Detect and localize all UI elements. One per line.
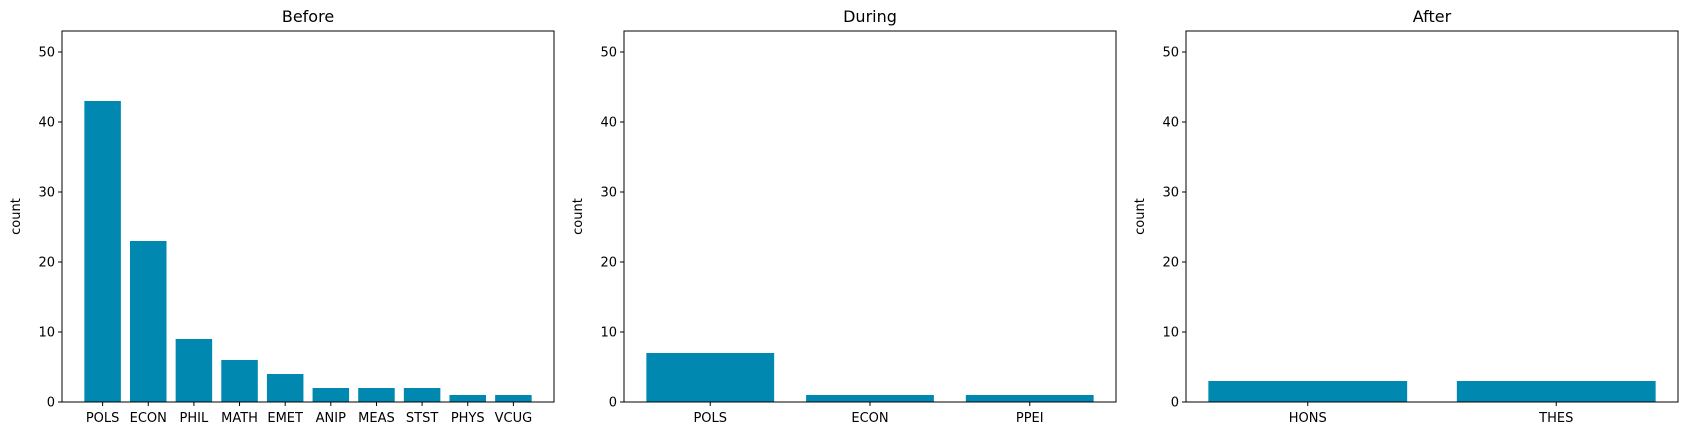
y-axis-label: count — [1133, 198, 1148, 235]
x-tick-label-pols: POLS — [86, 411, 120, 426]
bar-pols — [84, 101, 121, 402]
x-tick-label-phil: PHIL — [180, 411, 209, 426]
y-tick-label: 40 — [1162, 116, 1179, 131]
y-tick-label: 0 — [47, 396, 55, 411]
x-tick-label-anip: ANIP — [316, 411, 346, 426]
x-tick-label-pols: POLS — [693, 411, 727, 426]
y-axis-label: count — [9, 198, 24, 235]
bar-math — [221, 360, 258, 402]
y-tick-label: 40 — [38, 116, 55, 131]
bar-thes — [1456, 381, 1656, 402]
y-tick-label: 20 — [38, 256, 55, 271]
bar-ppei — [965, 395, 1094, 402]
chart-panel-during: 0 10 20 30 40 50 POLS ECON PPEI During count — [571, 7, 1117, 426]
axes-frame — [1185, 30, 1679, 403]
y-tick-label: 10 — [38, 326, 55, 341]
x-tick-label-phys: PHYS — [451, 411, 485, 426]
bar-meas — [358, 388, 395, 402]
chart-panel-after: 0 10 20 30 40 50 HONS THES After count — [1133, 7, 1679, 426]
bar-econ — [806, 395, 934, 402]
y-tick-label: 30 — [600, 186, 617, 201]
x-tick-label-meas: MEAS — [358, 411, 395, 426]
x-tick-label-econ: ECON — [851, 411, 888, 426]
x-tick-label-math: MATH — [221, 411, 258, 426]
bar-phil — [175, 339, 213, 402]
bar-anip — [312, 388, 350, 402]
y-tick-label: 30 — [1162, 186, 1179, 201]
y-tick-label: 20 — [600, 256, 617, 271]
y-tick-label: 50 — [600, 46, 617, 61]
y-tick-label: 0 — [1171, 396, 1179, 411]
y-tick-label: 50 — [1162, 46, 1179, 61]
y-axis-label: count — [571, 198, 586, 235]
y-tick-label: 10 — [600, 326, 617, 341]
x-tick-label-stst: STST — [406, 411, 438, 426]
chart-title: After — [1413, 7, 1452, 26]
x-tick-label-hons: HONS — [1289, 411, 1327, 426]
chart-panel-before: 0 10 20 30 40 50 POLS ECON PHIL MATH EMET ANIP MEAS S… — [9, 7, 555, 426]
bar-emet — [266, 374, 304, 402]
bar-vcug — [495, 395, 532, 402]
y-tick-label: 50 — [38, 46, 55, 61]
axes-frame — [623, 30, 1117, 403]
bar-pols — [646, 353, 775, 402]
x-tick-label-ppei: PPEI — [1016, 411, 1044, 426]
bar-stst — [403, 388, 441, 402]
y-tick-label: 20 — [1162, 256, 1179, 271]
chart-title: During — [843, 7, 897, 26]
y-tick-label: 30 — [38, 186, 55, 201]
bar-phys — [449, 395, 486, 402]
y-tick-label: 0 — [609, 396, 617, 411]
x-tick-label-econ: ECON — [130, 411, 167, 426]
bar-hons — [1208, 381, 1408, 402]
axes-frame — [61, 30, 555, 403]
chart-title: Before — [282, 7, 334, 26]
x-tick-label-emet: EMET — [267, 411, 303, 426]
x-tick-label-thes: THES — [1538, 411, 1573, 426]
x-tick-label-vcug: VCUG — [495, 411, 533, 426]
y-tick-label: 40 — [600, 116, 617, 131]
y-tick-label: 10 — [1162, 326, 1179, 341]
bar-econ — [130, 241, 167, 402]
